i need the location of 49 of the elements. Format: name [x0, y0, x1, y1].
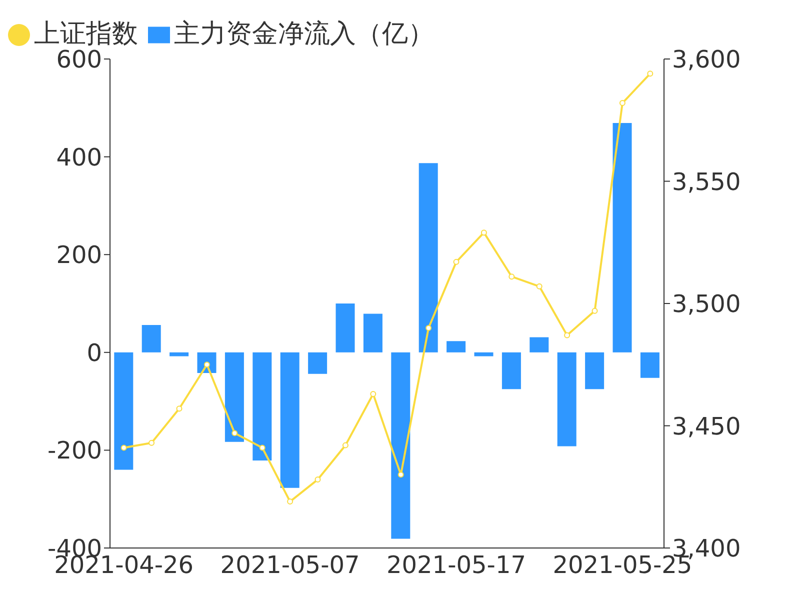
point: [508, 274, 515, 280]
y-tick-label: 400: [56, 143, 102, 172]
point: [314, 476, 321, 483]
point: [259, 444, 266, 451]
point: [342, 442, 348, 448]
bar: [640, 352, 660, 378]
point: [564, 332, 570, 338]
bar: [308, 352, 328, 374]
bar: [363, 314, 382, 352]
point: [480, 230, 487, 236]
bar: [391, 352, 410, 539]
point: [120, 444, 127, 451]
point: [370, 390, 376, 397]
y-tick-label: 200: [56, 241, 102, 270]
bar: [224, 352, 244, 442]
point: [176, 406, 182, 412]
bar: [557, 352, 576, 446]
bar: [585, 352, 604, 390]
point: [647, 70, 654, 77]
point: [398, 472, 404, 478]
bar: [418, 163, 438, 352]
y-tick-label: 0: [86, 338, 102, 367]
point: [148, 440, 155, 446]
bar: [170, 352, 189, 356]
legend-label: 主力资金净流入（亿）: [174, 19, 434, 49]
bar: [530, 337, 549, 352]
point: [453, 258, 460, 265]
point: [536, 283, 542, 290]
y2-tick-label: 3,550: [672, 168, 741, 196]
bar: [446, 341, 466, 352]
y-tick-label: -200: [48, 436, 102, 465]
point: [232, 430, 238, 436]
bar: [142, 325, 161, 352]
x-tick-label: 2021-05-07: [220, 551, 360, 580]
point: [287, 498, 294, 505]
point: [426, 324, 432, 331]
bar: [336, 304, 355, 352]
point: [619, 100, 626, 106]
point: [592, 308, 598, 314]
bar: [252, 352, 272, 460]
y2-tick-label: 3,500: [672, 290, 741, 318]
bar: [474, 352, 494, 356]
bar: [612, 123, 632, 352]
bar: [114, 352, 134, 470]
x-tick-label: 2021-05-17: [386, 551, 526, 580]
y2-tick-label: 3,450: [672, 412, 741, 440]
bar: [502, 352, 521, 390]
y2-tick-label: 3,600: [672, 46, 741, 74]
bar: [280, 352, 300, 488]
